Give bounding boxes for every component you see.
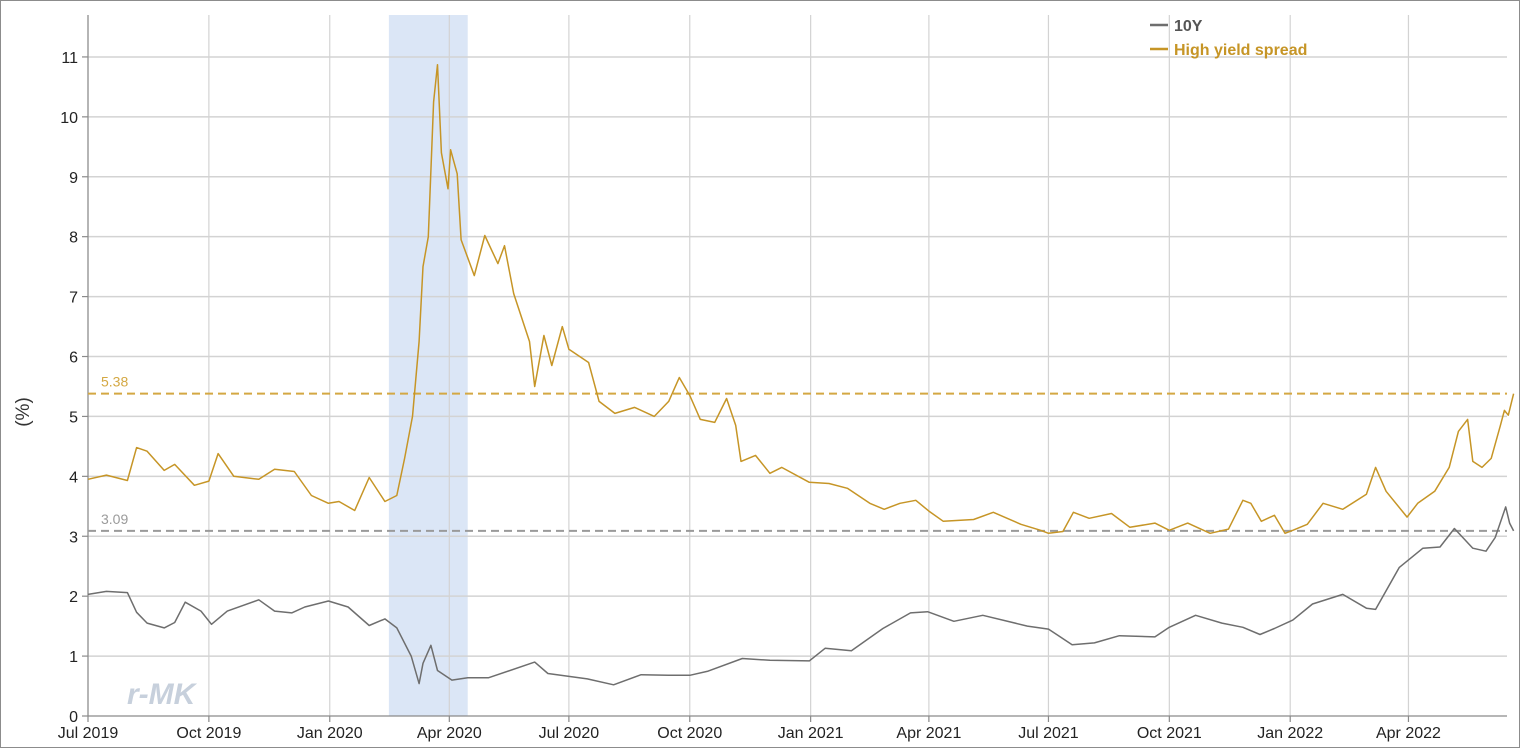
- y-tick-label: 0: [69, 709, 78, 726]
- series-line: [87, 63, 1515, 535]
- x-tick-label: Jan 2022: [1257, 725, 1323, 742]
- reference-line-label: 5.38: [101, 374, 128, 390]
- y-tick-label: 10: [60, 110, 78, 127]
- legend-label: 10Y: [1174, 18, 1203, 35]
- legend-label: High yield spread: [1174, 42, 1307, 59]
- x-tick-label: Apr 2021: [896, 725, 961, 742]
- x-tick-label: Oct 2019: [176, 725, 241, 742]
- y-tick-label: 5: [69, 409, 78, 426]
- series-line: [87, 506, 1515, 686]
- x-tick-label: Jan 2021: [778, 725, 844, 742]
- x-tick-label: Oct 2021: [1137, 725, 1202, 742]
- y-tick-label: 7: [69, 290, 78, 307]
- x-tick-label: Jul 2019: [58, 725, 119, 742]
- legend: 10Y High yield spread: [1150, 18, 1307, 59]
- y-tick-label: 4: [69, 469, 78, 486]
- y-tick-label: 1: [69, 649, 78, 666]
- gridlines: [87, 15, 1507, 716]
- x-tick-label: Apr 2022: [1376, 725, 1441, 742]
- y-tick-label: 2: [69, 589, 78, 606]
- y-tick-label: 6: [69, 350, 78, 367]
- x-tick-label: Apr 2020: [417, 725, 482, 742]
- y-tick-label: 8: [69, 230, 78, 247]
- x-tick-label: Jan 2020: [297, 725, 363, 742]
- x-tick-label: Jul 2021: [1018, 725, 1079, 742]
- recession-shading: [388, 15, 468, 716]
- y-tick-label: 9: [69, 170, 78, 187]
- y-axis-label: (%): [13, 397, 34, 427]
- reference-line-label: 3.09: [101, 511, 128, 527]
- y-tick-label: 3: [69, 529, 78, 546]
- recession-band-layer: [388, 15, 468, 716]
- watermark-logo: r-MK: [127, 678, 198, 711]
- x-tick-label: Oct 2020: [657, 725, 722, 742]
- x-tick-label: Jul 2020: [539, 725, 600, 742]
- axes: 0 1 2 3 4 5 6 7 8 9 10 11 Jul 2019 Oct 2019 Jan 2020 Ap…: [58, 15, 1507, 742]
- reference-lines: 5.38 3.09: [88, 374, 1507, 532]
- y-tick-label: 11: [61, 50, 78, 67]
- series-lines: [87, 63, 1515, 686]
